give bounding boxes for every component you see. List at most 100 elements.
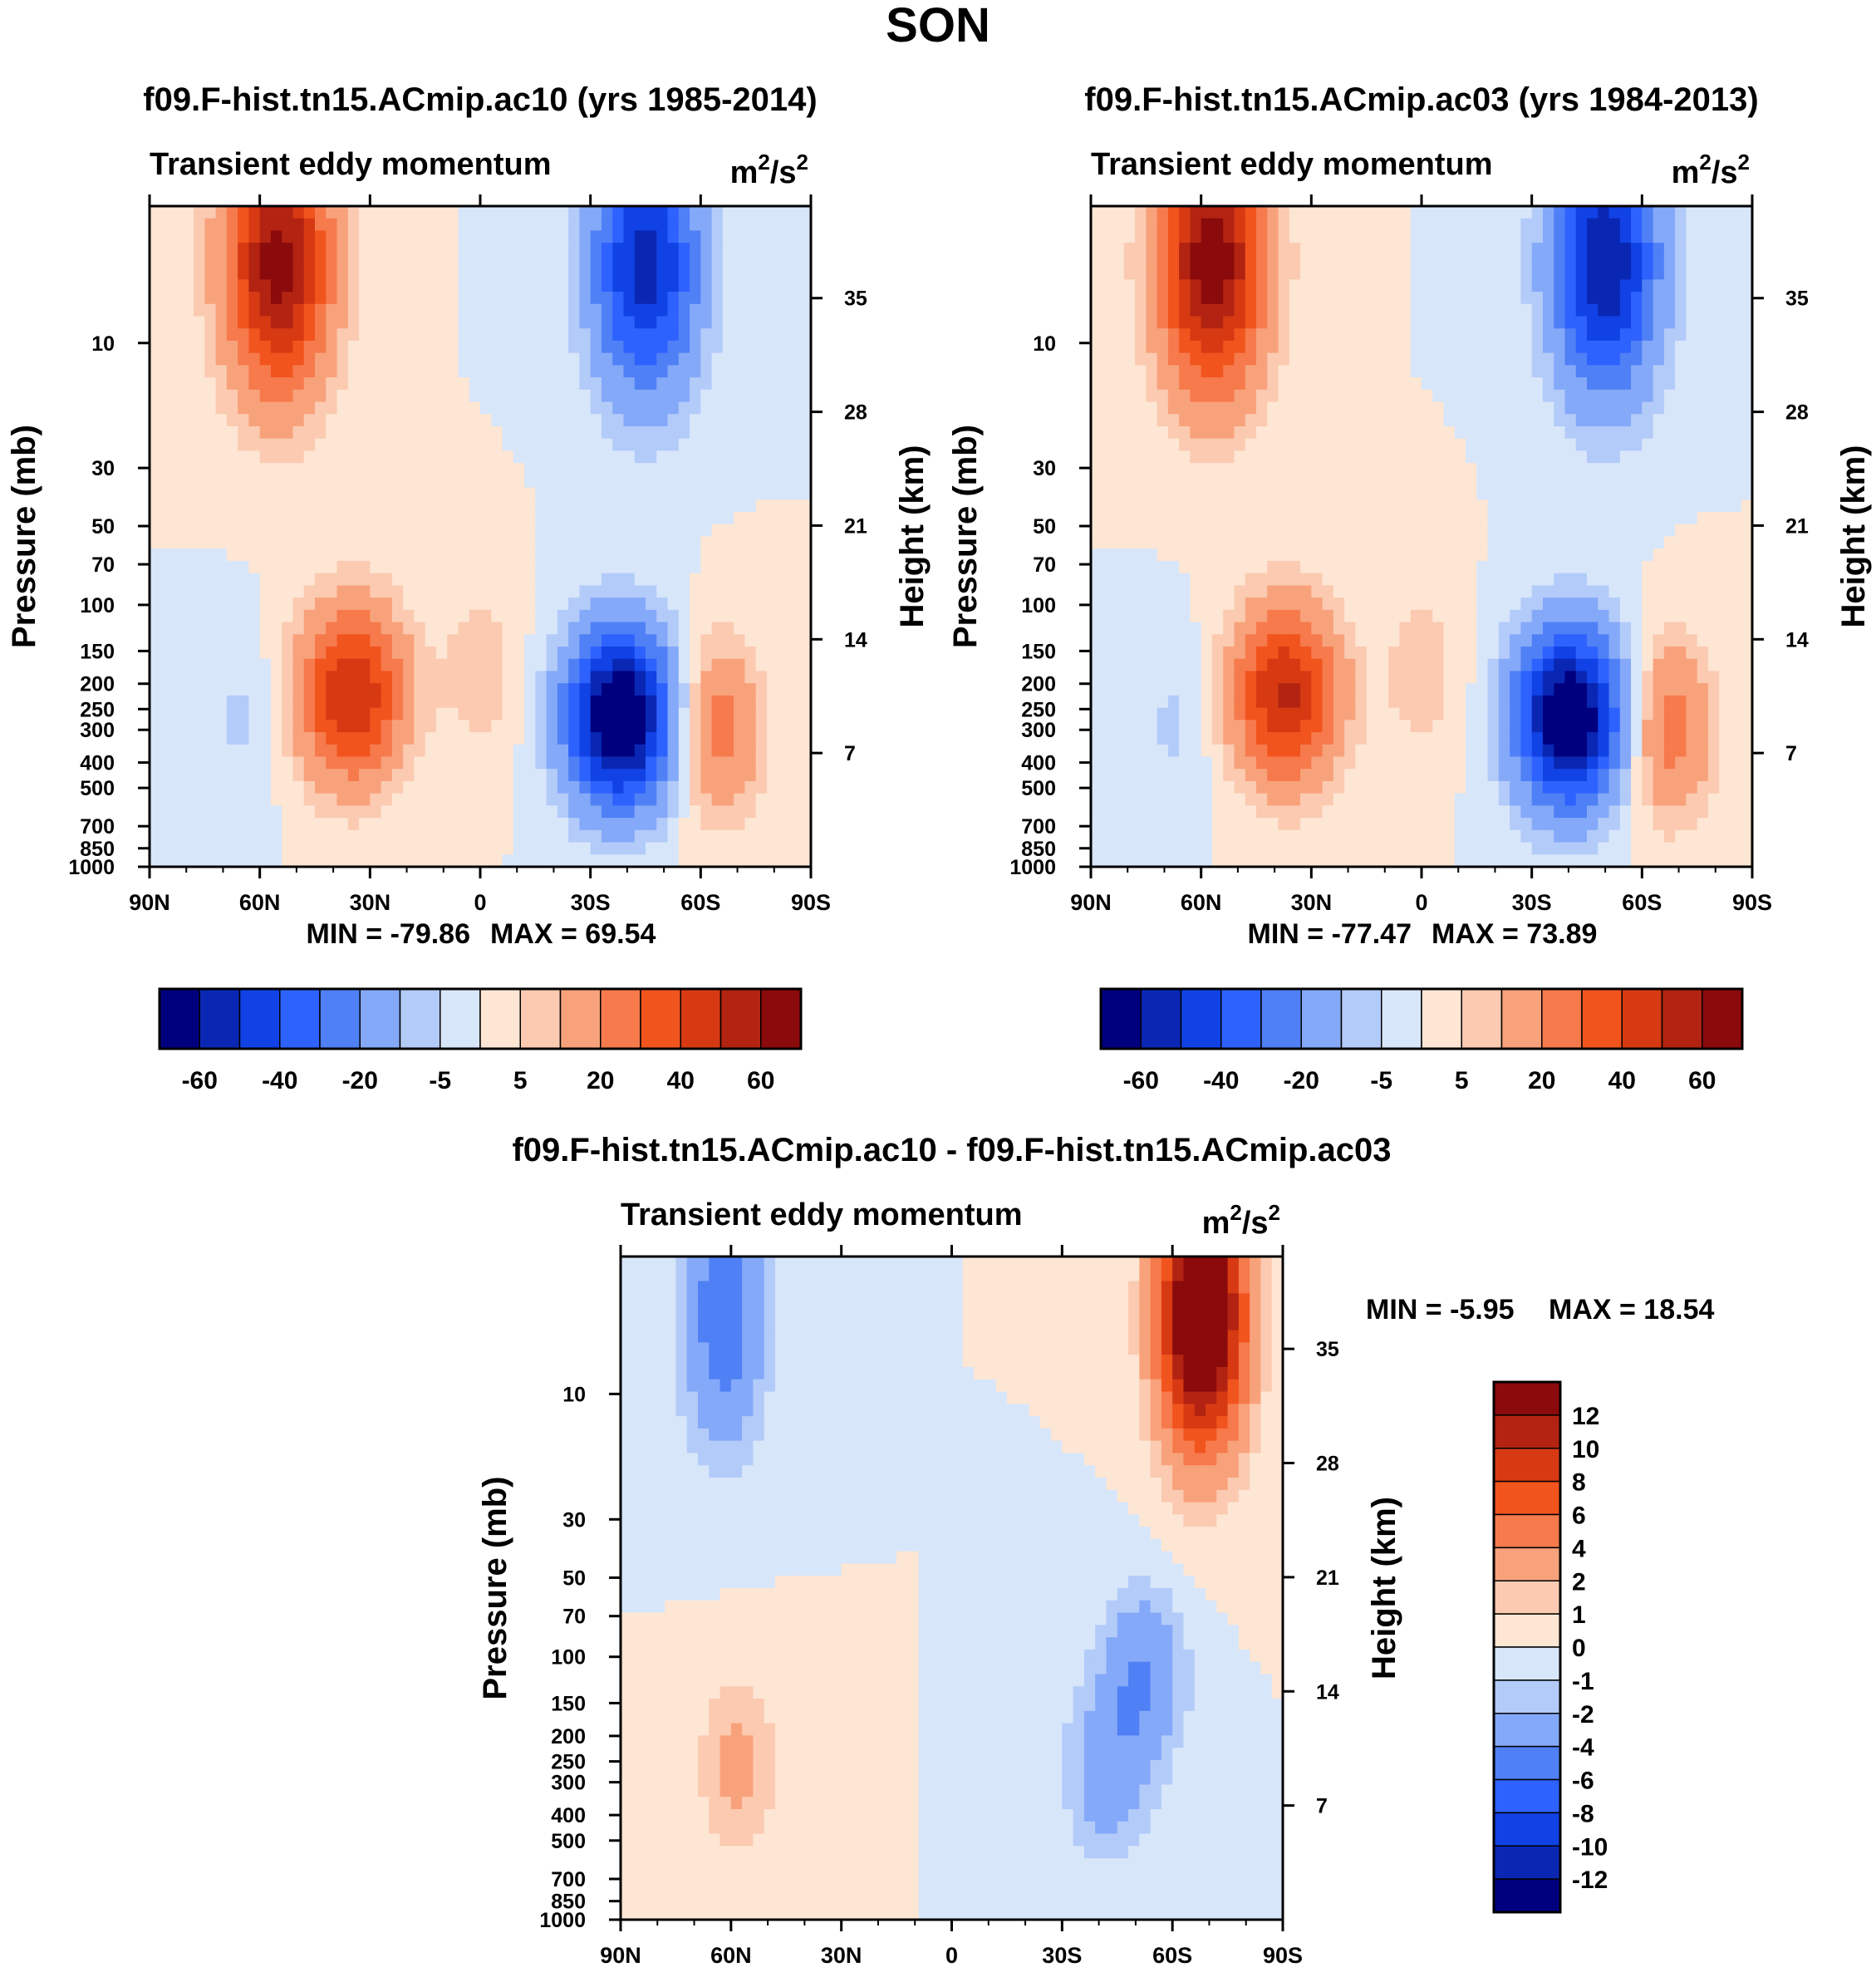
heatmap-cell bbox=[182, 756, 194, 770]
heatmap-cell bbox=[799, 292, 811, 305]
heatmap-cell bbox=[778, 279, 790, 293]
heatmap-cell bbox=[1719, 438, 1731, 452]
heatmap-cell bbox=[1520, 524, 1533, 538]
heatmap-cell bbox=[778, 854, 790, 867]
heatmap-cell bbox=[557, 793, 569, 807]
heatmap-cell bbox=[447, 267, 459, 281]
heatmap-cell bbox=[1663, 365, 1676, 378]
heatmap-cell bbox=[1256, 389, 1269, 403]
heatmap-cell bbox=[359, 328, 371, 342]
heatmap-cell bbox=[513, 499, 525, 513]
heatmap-cell bbox=[568, 328, 581, 342]
heatmap-cell bbox=[1619, 328, 1632, 342]
heatmap-cell bbox=[524, 805, 537, 819]
heatmap-cell bbox=[524, 254, 537, 268]
heatmap-cell bbox=[1498, 512, 1510, 525]
heatmap-cell bbox=[755, 769, 768, 782]
heatmap-cell bbox=[1344, 512, 1357, 525]
heatmap-cell bbox=[623, 842, 636, 856]
heatmap-cell bbox=[502, 793, 514, 807]
heatmap-cell bbox=[755, 829, 768, 843]
heatmap-cell bbox=[634, 780, 646, 794]
heatmap-cell bbox=[546, 585, 558, 598]
heatmap-cell bbox=[623, 487, 636, 501]
heatmap-cell bbox=[458, 450, 470, 464]
heatmap-cell bbox=[160, 634, 173, 647]
heatmap-cell bbox=[1487, 524, 1500, 538]
heatmap-cell bbox=[1675, 377, 1687, 391]
heatmap-cell bbox=[238, 756, 250, 770]
heatmap-cell bbox=[711, 732, 724, 745]
heatmap-cell bbox=[458, 585, 470, 598]
heatmap-cell bbox=[711, 438, 724, 452]
units-label: m2/s2 bbox=[730, 150, 808, 190]
heatmap-cell bbox=[1300, 426, 1313, 440]
heatmap-cell bbox=[1256, 536, 1269, 550]
heatmap-cell bbox=[238, 829, 250, 843]
heatmap-cell bbox=[1344, 365, 1357, 378]
heatmap-cell bbox=[634, 267, 646, 281]
heatmap-cell bbox=[458, 340, 470, 354]
heatmap-cell bbox=[646, 671, 658, 684]
heatmap-cell bbox=[238, 609, 250, 623]
heatmap-cell bbox=[248, 647, 261, 660]
heatmap-cell bbox=[359, 695, 371, 709]
heatmap-cell bbox=[1366, 450, 1378, 464]
heatmap-cell bbox=[1091, 512, 1103, 525]
heatmap-cell bbox=[1608, 499, 1621, 513]
heatmap-cell bbox=[612, 279, 625, 293]
heatmap-cell bbox=[1300, 218, 1313, 232]
heatmap-cell bbox=[403, 512, 415, 525]
heatmap-cell bbox=[282, 634, 294, 647]
heatmap-cell bbox=[1642, 303, 1654, 317]
heatmap-cell bbox=[447, 854, 459, 867]
heatmap-cell bbox=[182, 243, 194, 256]
heatmap-cell bbox=[1102, 340, 1114, 354]
y-tick-label: 100 bbox=[80, 594, 115, 617]
heatmap-cell bbox=[678, 634, 690, 647]
heatmap-cell bbox=[1575, 218, 1588, 232]
heatmap-cell bbox=[1443, 426, 1456, 440]
heatmap-cell bbox=[1344, 499, 1357, 513]
heatmap-cell bbox=[1554, 352, 1566, 366]
heatmap-cell bbox=[568, 450, 581, 464]
heatmap-cell bbox=[182, 279, 194, 293]
heatmap-cell bbox=[646, 560, 658, 574]
heatmap-cell bbox=[1344, 463, 1357, 476]
heatmap-cell bbox=[734, 328, 746, 342]
heatmap-cell bbox=[1344, 267, 1357, 281]
heatmap-cell bbox=[502, 842, 514, 856]
heatmap-cell bbox=[1157, 426, 1169, 440]
heatmap-cell bbox=[1707, 426, 1720, 440]
heatmap-cell bbox=[1388, 414, 1401, 427]
heatmap-cell bbox=[1510, 206, 1522, 219]
heatmap-cell bbox=[1531, 303, 1544, 317]
heatmap-cell bbox=[1112, 463, 1125, 476]
heatmap-cell bbox=[1355, 475, 1368, 489]
heatmap-cell bbox=[667, 279, 680, 293]
heatmap-cell bbox=[1112, 303, 1125, 317]
heatmap-cell bbox=[1432, 450, 1445, 464]
heatmap-cell bbox=[1410, 365, 1422, 378]
heatmap-cell bbox=[391, 829, 404, 843]
heatmap-cell bbox=[1190, 524, 1202, 538]
heatmap-cell bbox=[788, 512, 801, 525]
heatmap-cell bbox=[755, 243, 768, 256]
heatmap-cell bbox=[282, 647, 294, 660]
heatmap-cell bbox=[403, 793, 415, 807]
heatmap-cell bbox=[270, 854, 282, 867]
heatmap-cell bbox=[469, 438, 481, 452]
heatmap-cell bbox=[612, 292, 625, 305]
heatmap-cell bbox=[524, 732, 537, 745]
heatmap-cell bbox=[1531, 401, 1544, 416]
heatmap-cell bbox=[238, 683, 250, 696]
heatmap-cell bbox=[1653, 316, 1665, 330]
heatmap-cell bbox=[194, 340, 206, 354]
heatmap-cell bbox=[491, 206, 503, 219]
heatmap-cell bbox=[778, 756, 790, 770]
heatmap-cell bbox=[1322, 267, 1334, 281]
heatmap-cell bbox=[1741, 512, 1752, 525]
heatmap-cell bbox=[391, 732, 404, 745]
heatmap-cell bbox=[656, 303, 669, 317]
heatmap-cell bbox=[623, 340, 636, 354]
